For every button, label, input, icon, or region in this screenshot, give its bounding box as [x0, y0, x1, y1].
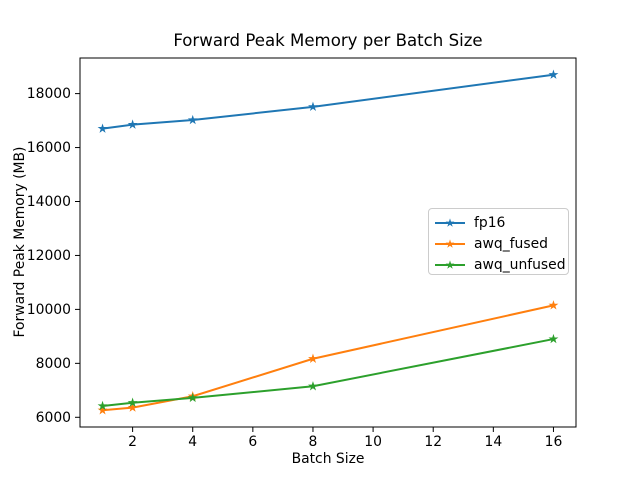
series-line-awq_fused: [101, 304, 555, 412]
series-marker-awq_unfused: [187, 392, 198, 403]
series-marker-fp16: [127, 119, 138, 129]
series-marker-awq_unfused: [127, 397, 138, 407]
series-marker-awq_fused: [97, 405, 108, 415]
x-tick-label: 8: [309, 434, 318, 450]
y-tick-label: 12000: [27, 248, 71, 264]
y-tick-label: 8000: [36, 356, 71, 372]
series-marker-awq_fused: [308, 353, 318, 363]
series-marker-fp16: [187, 114, 198, 125]
y-tick-label: 14000: [27, 194, 71, 210]
legend-line-marker-icon: [435, 259, 465, 269]
x-tick-label: 16: [545, 434, 563, 450]
x-tick-label: 4: [188, 434, 197, 450]
x-tick-label: 2: [128, 434, 137, 450]
y-tick-label: 6000: [36, 410, 71, 426]
chart-title: Forward Peak Memory per Batch Size: [173, 31, 483, 50]
series-marker-fp16: [308, 101, 318, 112]
axes-spines: [79, 57, 577, 428]
series-marker-fp16: [548, 69, 559, 79]
series-marker-fp16: [97, 123, 108, 133]
legend-line-marker-icon: [435, 238, 465, 248]
x-axis-label: Batch Size: [291, 451, 365, 467]
series-marker-awq_fused: [127, 402, 138, 412]
legend-label: awq_unfused: [474, 256, 566, 273]
series-marker-awq_unfused: [548, 333, 559, 344]
legend: fp16 awq_fused awq_unfused: [428, 208, 569, 275]
legend-star-marker-icon: [445, 217, 455, 227]
x-tick-label: 6: [248, 434, 257, 450]
y-tick-label: 18000: [27, 86, 71, 102]
series-marker-awq_unfused: [308, 381, 318, 391]
legend-label: fp16: [474, 214, 506, 231]
series-marker-awq_fused: [548, 300, 559, 310]
series-marker-awq_unfused: [97, 400, 108, 411]
legend-item-awq-fused: awq_fused: [435, 233, 568, 254]
legend-star-marker-icon: [445, 238, 455, 248]
y-tick-label: 10000: [27, 302, 71, 318]
legend-line-marker-icon: [435, 217, 465, 227]
legend-label: awq_fused: [474, 235, 548, 252]
x-tick-label: 12: [424, 434, 442, 450]
legend-star-marker-icon: [445, 259, 455, 269]
legend-item-awq-unfused: awq_unfused: [435, 254, 568, 275]
legend-item-fp16: fp16: [435, 212, 568, 233]
y-axis-label: Forward Peak Memory (MB): [12, 146, 28, 338]
series-line-awq_unfused: [101, 338, 555, 407]
x-tick-label: 14: [484, 434, 502, 450]
x-tick-label: 10: [364, 434, 382, 450]
y-tick-label: 16000: [27, 140, 71, 156]
series-line-fp16: [101, 73, 555, 130]
